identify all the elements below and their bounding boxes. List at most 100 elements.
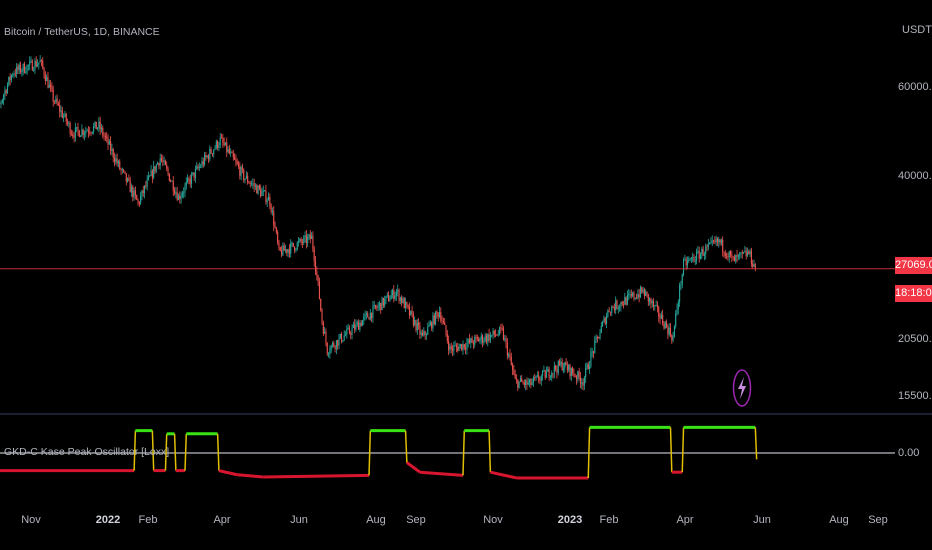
oscillator-segment	[237, 473, 264, 479]
candle-body	[420, 332, 422, 335]
candle-body	[539, 380, 541, 382]
candle-body	[180, 196, 182, 200]
candle-body	[174, 191, 176, 194]
candle-body	[668, 327, 670, 335]
candle-body	[440, 311, 442, 321]
candle-body	[189, 179, 191, 184]
candle-body	[662, 314, 664, 324]
lightning-icon[interactable]	[732, 368, 752, 408]
candle-body	[322, 322, 324, 334]
candle-body	[69, 122, 71, 134]
candle-body	[745, 251, 747, 257]
candle-body	[394, 295, 396, 299]
candle-body	[685, 259, 687, 266]
candle-body	[689, 258, 691, 260]
candle-body	[128, 178, 130, 181]
candle-body	[525, 380, 527, 386]
candle-body	[643, 289, 645, 297]
candle-body	[359, 322, 361, 330]
candle-body	[395, 291, 397, 296]
candle-body	[300, 239, 302, 242]
candle-body	[534, 377, 536, 379]
candle-body	[137, 199, 139, 203]
candle-body	[90, 132, 92, 134]
candle-body	[412, 314, 414, 325]
candle-body	[510, 357, 512, 365]
candle-body	[707, 244, 709, 247]
candle-body	[261, 191, 263, 197]
candle-body	[566, 365, 568, 371]
candle-body	[451, 348, 454, 351]
candle-body	[372, 305, 374, 319]
candle-body	[281, 250, 283, 256]
candle-body	[337, 340, 339, 346]
candle-body	[659, 316, 661, 319]
candle-body	[569, 364, 571, 377]
oscillator-segment	[368, 430, 372, 476]
candle-body	[328, 353, 330, 355]
candle-body	[556, 369, 558, 373]
candle-body	[360, 322, 362, 326]
candle-body	[303, 237, 305, 243]
candle-body	[419, 325, 421, 335]
candle-body	[720, 239, 722, 244]
candle-body	[347, 327, 349, 329]
candle-body	[531, 382, 533, 385]
candle-body	[501, 328, 503, 330]
candle-body	[408, 306, 411, 316]
candle-body	[656, 305, 658, 308]
candle-body	[714, 241, 716, 243]
candle-body	[526, 380, 528, 385]
candle-body	[352, 324, 354, 329]
candle-body	[36, 64, 39, 67]
candle-body	[125, 173, 127, 182]
candle-body	[446, 334, 448, 341]
candle-body	[102, 127, 104, 136]
candle-body	[145, 185, 147, 187]
candle-body	[672, 336, 674, 341]
candle-body	[754, 264, 756, 269]
candle-body	[254, 185, 257, 187]
candle-body	[727, 256, 729, 258]
candle-body	[247, 175, 249, 183]
candle-body	[535, 376, 537, 378]
candle-body	[603, 318, 605, 322]
candle-body	[364, 314, 366, 317]
candle-body	[277, 232, 279, 243]
candle-body	[237, 163, 240, 167]
candle-body	[587, 364, 589, 370]
candle-body	[592, 351, 595, 353]
candle-body	[99, 121, 101, 130]
candle-body	[557, 361, 559, 373]
candle-body	[589, 366, 591, 370]
candle-body	[308, 234, 310, 238]
candle-body	[170, 181, 172, 182]
candle-body	[147, 176, 150, 180]
candle-body	[407, 305, 409, 307]
candle-body	[286, 249, 288, 253]
candle-body	[743, 252, 745, 254]
oscillator-segment	[164, 433, 168, 471]
candle-body	[555, 365, 557, 370]
candle-body	[46, 77, 48, 82]
candle-body	[222, 138, 224, 143]
candle-body	[750, 250, 752, 264]
candle-body	[702, 248, 704, 256]
candle-body	[262, 190, 264, 192]
candle-body	[624, 297, 626, 305]
candle-body	[136, 195, 138, 200]
candle-body	[113, 157, 116, 162]
candle-body	[123, 169, 125, 172]
candle-body	[669, 327, 672, 336]
candle-body	[283, 245, 285, 251]
candle-body	[85, 130, 87, 134]
candle-body	[20, 64, 22, 73]
candle-body	[121, 169, 123, 171]
candle-body	[741, 252, 743, 254]
oscillator-title[interactable]: GKD-C Kase Peak Oscillator [Loxx]	[4, 446, 170, 458]
symbol-label[interactable]: Bitcoin / TetherUS, 1D, BINANCE	[4, 26, 160, 38]
candle-body	[23, 63, 26, 73]
candle-body	[527, 382, 529, 385]
candle-body	[444, 322, 446, 325]
